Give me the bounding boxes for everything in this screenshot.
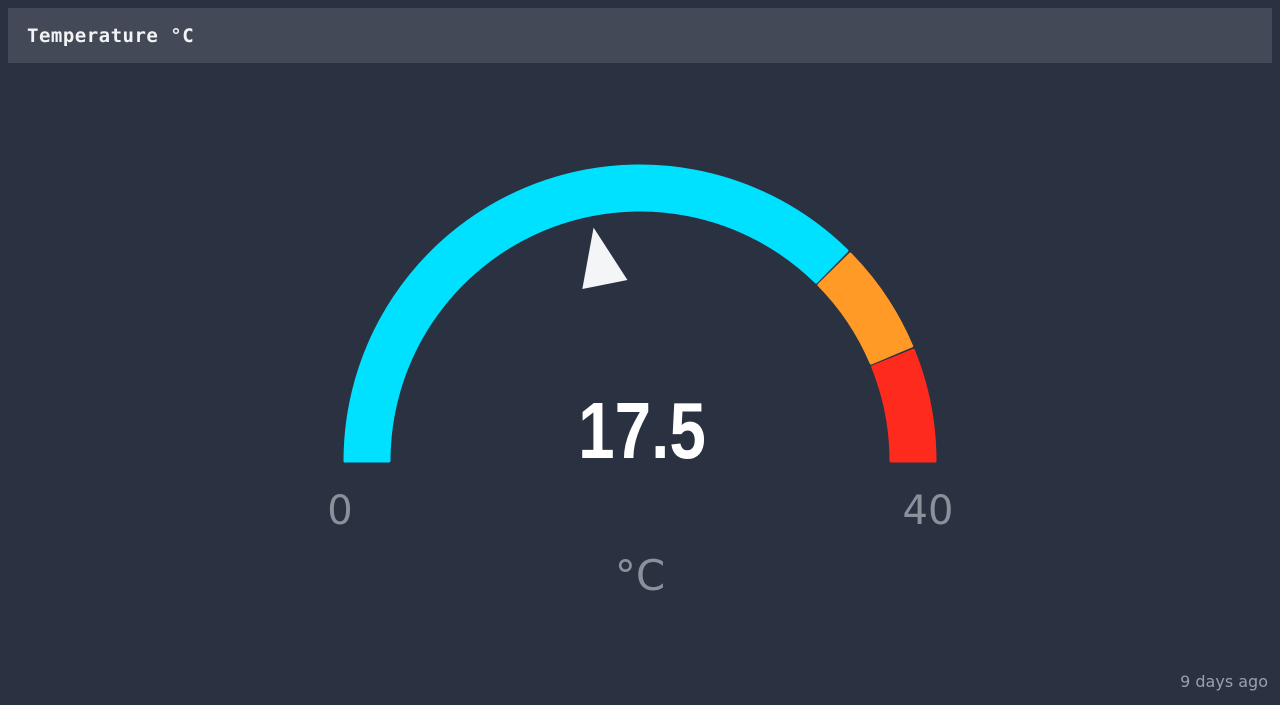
gauge-unit: °C <box>615 551 665 600</box>
gauge-min-label: 0 <box>327 488 352 534</box>
panel-header: Temperature °C <box>8 8 1272 63</box>
gauge-value: 17.5 <box>578 386 706 476</box>
gauge-segment <box>871 348 937 463</box>
last-updated: 9 days ago <box>1180 672 1268 691</box>
gauge-needle <box>582 227 628 289</box>
panel-title: Temperature °C <box>27 24 195 47</box>
gauge-segment <box>343 164 849 463</box>
gauge-max-label: 40 <box>903 488 954 534</box>
gauge-segment <box>817 252 914 365</box>
